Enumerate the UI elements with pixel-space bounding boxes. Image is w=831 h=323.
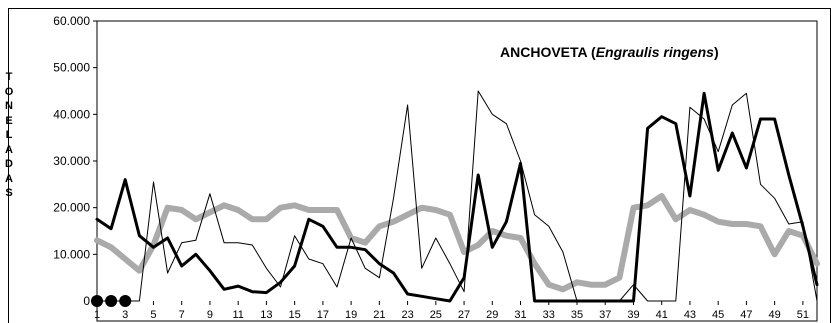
x-tick-label: 5 — [150, 309, 156, 321]
y-axis-title-letter: E — [5, 114, 13, 127]
x-tick-label: 41 — [656, 309, 668, 321]
x-tick-label: 35 — [571, 309, 583, 321]
x-tick-label: 1 — [94, 309, 100, 321]
series-line-thick — [95, 91, 819, 303]
y-axis-title-letter: A — [5, 172, 13, 185]
y-tick-label: 0 — [83, 294, 90, 308]
y-tick-label: 40.000 — [53, 107, 90, 121]
chart-title-species: Engraulis ringens — [595, 44, 714, 60]
y-tick-label: 10.000 — [53, 247, 90, 261]
y-axis-title-letter: N — [5, 100, 13, 112]
x-tick-label: 9 — [207, 309, 213, 321]
chart-title-text: ANCHOVETA — [500, 44, 588, 60]
x-tick-label: 7 — [179, 309, 185, 321]
zero-marker — [91, 295, 103, 307]
x-tick-label: 29 — [486, 309, 498, 321]
zero-marker — [119, 295, 132, 307]
y-axis-title-letter: A — [5, 143, 13, 156]
series-line-gray — [94, 193, 820, 293]
y-tick-label: 50.000 — [53, 61, 90, 75]
plot-area — [96, 20, 818, 322]
x-tick-label: 39 — [627, 309, 639, 321]
x-tick-label: 33 — [543, 309, 555, 321]
y-tick-label: 30.000 — [53, 154, 90, 168]
x-tick-label: 3 — [122, 309, 128, 321]
x-tick-label: 23 — [401, 309, 413, 321]
zero-marker — [105, 295, 118, 307]
x-tick-label: 17 — [317, 309, 329, 321]
chart-title: ANCHOVETA (Engraulis ringens) — [500, 44, 719, 60]
x-tick-label: 19 — [345, 309, 357, 321]
y-tick-label: 20.000 — [53, 201, 90, 215]
x-tick-label: 47 — [740, 309, 752, 321]
x-tick-label: 25 — [430, 309, 442, 321]
y-axis-title-letter: T — [5, 71, 13, 83]
x-tick-label: 51 — [797, 309, 809, 321]
series-line-thin — [96, 90, 818, 302]
x-tick-label: 21 — [373, 309, 385, 321]
x-tick-label: 15 — [289, 309, 301, 321]
x-tick-label: 31 — [514, 309, 526, 321]
x-tick-label: 45 — [712, 309, 724, 321]
y-axis-title-letter: D — [5, 158, 13, 170]
y-axis-title-letter: L — [5, 129, 13, 141]
x-tick-label: 27 — [458, 309, 470, 321]
x-tick-label: 13 — [260, 309, 272, 321]
x-tick-label: 11 — [232, 309, 243, 321]
x-tick-label: 49 — [769, 309, 781, 321]
y-axis-title-letter: S — [5, 187, 13, 199]
x-tick-label: 43 — [684, 309, 696, 321]
y-axis-title-letter: O — [4, 85, 14, 98]
x-tick-label: 37 — [599, 309, 611, 321]
y-tick-label: 60.000 — [53, 14, 90, 28]
